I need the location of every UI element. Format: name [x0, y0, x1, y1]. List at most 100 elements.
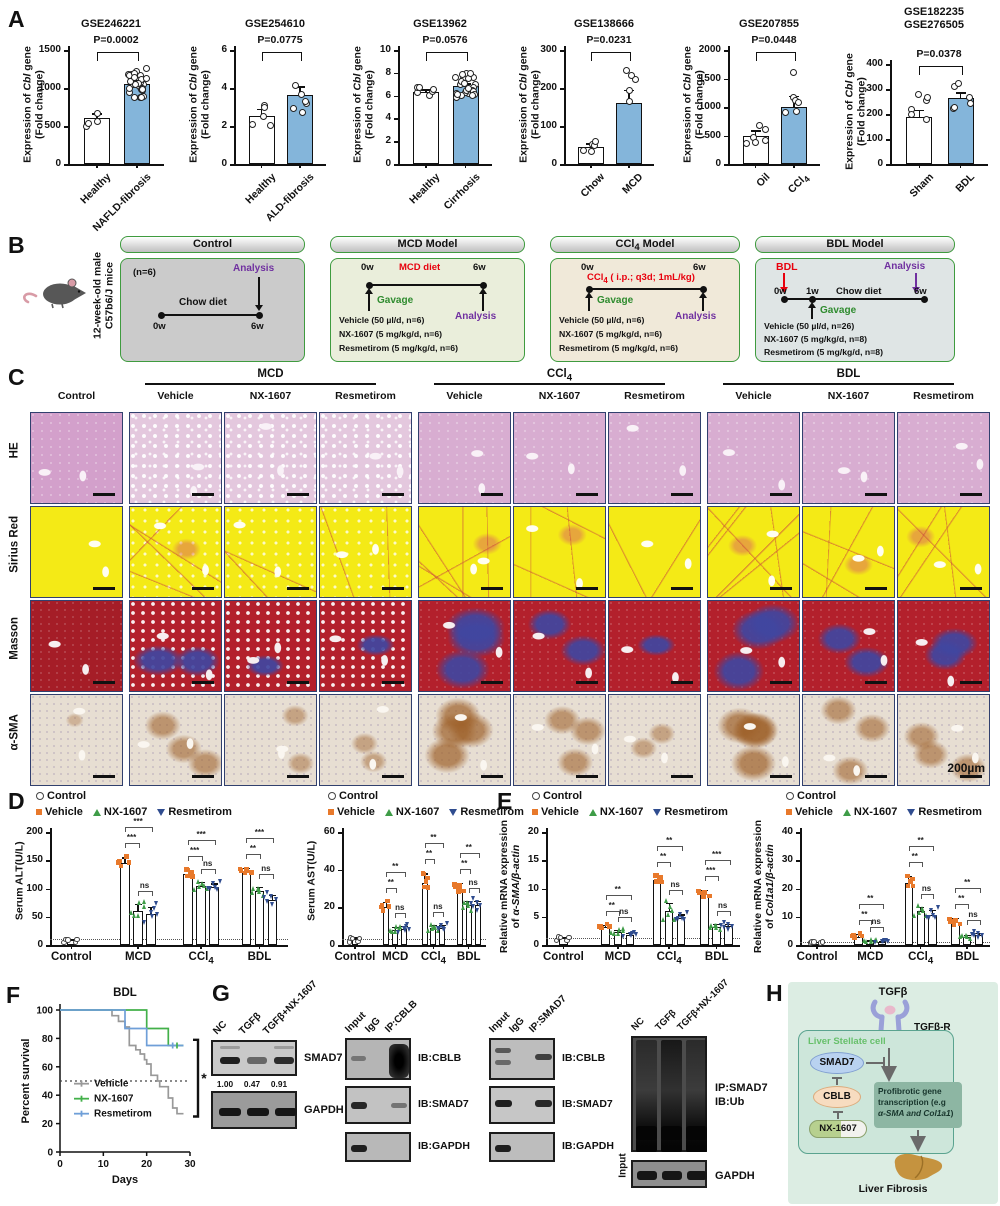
histology-image-masson	[707, 600, 800, 692]
histology-image-masson	[129, 600, 222, 692]
res-legend-marker	[449, 808, 458, 816]
blot-label: IB:Ub	[715, 1096, 745, 1108]
x-tick	[425, 164, 427, 168]
x-tick	[136, 164, 138, 168]
histo-row-label: α-SMA	[8, 714, 21, 751]
resmetirom-point	[979, 932, 984, 938]
bar	[652, 880, 662, 945]
lane-label: NC	[211, 1019, 230, 1037]
data-point	[592, 138, 600, 146]
vehicle-point	[425, 885, 431, 890]
error-cap	[750, 130, 761, 132]
control-point	[356, 935, 363, 942]
vehicle-point	[187, 871, 193, 876]
resmetirom-point	[141, 919, 146, 925]
histo-group-label: BDL	[836, 368, 861, 380]
analysis-label: Analysis	[233, 263, 275, 274]
data-point	[580, 146, 588, 154]
sig-label: **	[660, 851, 667, 861]
histology-image-he	[513, 412, 606, 504]
sig-bracket	[716, 910, 731, 916]
nx1607-point	[137, 900, 142, 906]
timeline-dot	[157, 311, 165, 319]
x-group-tick	[617, 945, 619, 949]
nx-legend-marker	[384, 808, 393, 816]
y-tick	[394, 72, 398, 75]
histology-image-asma	[513, 694, 606, 786]
y-tick-label: 0	[37, 939, 43, 950]
data-point	[84, 119, 92, 127]
y-tick-label: 5	[533, 910, 539, 922]
resmetirom-point	[882, 938, 887, 944]
p-value: P=0.0775	[257, 34, 303, 46]
analysis-label: Analysis	[884, 261, 926, 272]
vehicle-point	[910, 876, 915, 882]
data-point	[138, 94, 146, 102]
nx1607-point	[968, 935, 973, 941]
sig-label: ns	[968, 909, 978, 919]
nx1607-point	[128, 909, 133, 915]
survival-text: Days	[112, 1174, 138, 1186]
arrow-up	[811, 306, 813, 319]
x-group-label: BDL	[955, 951, 979, 963]
arrow-down	[783, 273, 785, 288]
sig-label: ns	[139, 880, 150, 890]
t0-label: 0w	[361, 262, 374, 273]
model-title: MCD Model	[330, 236, 525, 253]
legend-label: Vehicle	[337, 806, 375, 818]
histology-image-sirius	[802, 506, 895, 598]
p-value: P=0.0231	[586, 34, 632, 46]
x-group-label: BDL	[704, 951, 729, 963]
protein-band	[351, 1056, 366, 1061]
y-tick	[64, 50, 68, 52]
x-category-label: Oil	[753, 171, 773, 190]
sig-bracket	[704, 875, 719, 881]
error-bar	[959, 92, 962, 98]
sig-bracket	[870, 926, 885, 932]
x-category-label: Cirrhosis	[441, 171, 483, 213]
y-tick-label: 1000	[38, 82, 61, 93]
legend-entry: Vehicle	[36, 806, 83, 818]
sig-label: **	[614, 884, 621, 894]
nx1607-point	[141, 904, 146, 910]
chart-title: GSE182235	[904, 6, 964, 18]
nx1607-point	[387, 927, 392, 933]
resmetirom-point	[929, 908, 934, 914]
y-tick	[886, 64, 890, 66]
lane-label: IP:SMAD7	[527, 993, 569, 1035]
vehicle-legend-marker	[532, 809, 538, 815]
sig-label: ***	[706, 865, 716, 875]
scale-bar-label: 200µm	[947, 761, 985, 775]
data-point	[914, 90, 922, 98]
legend-label: Resmetirom	[918, 806, 982, 818]
y-axis	[890, 60, 892, 164]
x-group-tick	[919, 945, 922, 949]
resmetirom-point	[680, 915, 685, 921]
y-axis-label: Expression of Cbl gene (Fold change)	[843, 53, 867, 170]
blot-label: IB:SMAD7	[418, 1098, 469, 1110]
p-value: P=0.0378	[916, 48, 962, 60]
survival-text: BDL	[113, 987, 137, 999]
y-tick-label: 15	[527, 854, 539, 866]
y-tick-label: 0	[787, 939, 793, 950]
mouse-strain-label: 12-week-old male C57b6/J mice	[91, 252, 115, 340]
arrow-up	[702, 296, 704, 311]
data-point	[429, 86, 437, 94]
gavage-label: Gavage	[597, 295, 634, 306]
legend-label: NX-1607	[395, 806, 440, 818]
nx1607-point	[251, 886, 256, 892]
gse-chart: GSE207855 P=0.0448 0 500 1000 1500 2000 Express…	[681, 4, 830, 226]
smad7-node: SMAD7	[810, 1052, 864, 1074]
histology-image-sirius	[897, 506, 990, 598]
nx1607-point	[466, 903, 471, 909]
arrow-down	[258, 277, 260, 306]
vehicle-point	[953, 917, 958, 923]
data-point	[626, 97, 634, 105]
y-tick-label: 400	[866, 58, 883, 69]
vehicle-point	[654, 879, 659, 884]
resmetirom-point	[444, 921, 449, 927]
y-tick-label: 500	[704, 129, 721, 141]
y-tick	[64, 88, 68, 90]
x-group-tick	[467, 945, 470, 949]
gse-chart: GSE182235 GSE276505 P=0.0378 0 100 200 300 400 E…	[843, 4, 998, 226]
